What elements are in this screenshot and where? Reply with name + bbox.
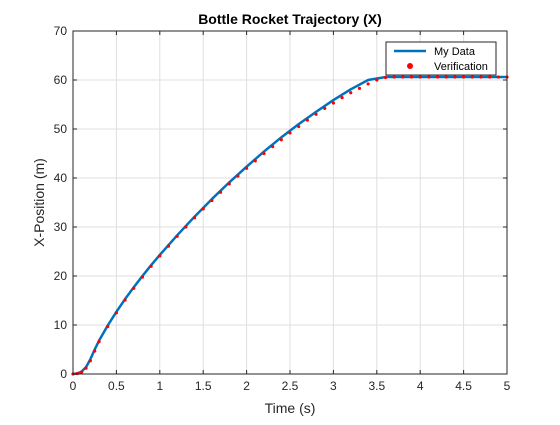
y-axis-label: X-Position (m) (31, 158, 47, 247)
x-tick-label: 0 (70, 379, 77, 393)
x-tick-label: 0.5 (108, 379, 125, 393)
series-point-1 (297, 124, 301, 129)
series-point-1 (132, 286, 136, 290)
series-point-1 (305, 118, 309, 122)
series-point-1 (349, 91, 353, 95)
series-point-1 (383, 75, 388, 80)
y-tick-label: 70 (54, 24, 68, 38)
legend: My Data Verification (385, 41, 497, 76)
legend-swatch-marker (407, 63, 413, 69)
series-point-1 (201, 207, 205, 211)
x-tick-label: 5 (504, 379, 511, 393)
series-point-1 (444, 75, 448, 79)
legend-entry-label: Verification (434, 61, 488, 73)
series-point-1 (84, 366, 88, 370)
series-point-1 (331, 101, 335, 105)
series-point-1 (470, 75, 474, 79)
series-point-1 (288, 131, 292, 135)
x-axis-label: Time (s) (265, 400, 316, 416)
series-point-1 (496, 75, 500, 79)
series-point-1 (453, 75, 457, 79)
series-point-1 (401, 75, 405, 79)
y-tick-label: 50 (54, 122, 68, 136)
series-point-1 (479, 75, 483, 79)
series-layer (71, 75, 509, 376)
series-point-1 (184, 225, 188, 229)
series-point-1 (409, 75, 414, 79)
series-point-1 (123, 298, 127, 302)
series-point-1 (210, 198, 214, 203)
series-point-1 (323, 106, 327, 111)
series-point-1 (488, 75, 492, 79)
series-point-1 (366, 82, 370, 86)
series-point-1 (218, 190, 223, 194)
y-tick-label: 40 (54, 171, 68, 185)
x-tick-label: 1 (156, 379, 163, 393)
series-point-1 (427, 75, 431, 79)
series-point-1 (392, 75, 396, 79)
y-tick-label: 20 (54, 269, 68, 283)
series-point-1 (462, 75, 466, 79)
y-tick-label: 60 (54, 73, 68, 87)
series-point-1 (435, 75, 440, 79)
series-point-1 (418, 75, 422, 79)
series-point-1 (106, 324, 110, 329)
x-tick-label: 3 (330, 379, 337, 393)
series-point-1 (314, 112, 318, 116)
series-point-1 (149, 264, 153, 268)
series-point-1 (175, 234, 179, 238)
series-point-1 (166, 244, 171, 248)
series-point-1 (253, 159, 257, 163)
series-point-1 (271, 145, 275, 149)
series-point-1 (80, 370, 84, 374)
series-point-1 (97, 340, 101, 344)
series-point-1 (158, 254, 162, 258)
x-tick-label: 4 (417, 379, 424, 393)
series-point-1 (140, 275, 145, 279)
series-point-1 (357, 86, 362, 90)
series-point-1 (375, 78, 379, 82)
series-point-1 (114, 311, 118, 315)
legend-entry-label: My Data (434, 46, 476, 58)
chart-title: Bottle Rocket Trajectory (X) (198, 11, 382, 27)
series-point-1 (93, 349, 97, 353)
series-point-1 (236, 174, 240, 178)
y-tick-label: 10 (54, 318, 68, 332)
x-tick-label: 2 (243, 379, 250, 393)
x-tick-label: 4.5 (455, 379, 472, 393)
series-point-1 (227, 182, 231, 186)
x-tick-label: 3.5 (368, 379, 385, 393)
series-point-1 (88, 359, 92, 363)
series-point-1 (192, 216, 197, 220)
series-point-1 (279, 138, 283, 142)
y-tick-label: 30 (54, 220, 68, 234)
series-point-1 (340, 96, 344, 100)
y-tick-label: 0 (60, 367, 67, 381)
series-point-1 (245, 166, 249, 170)
legend-box (385, 41, 497, 76)
x-tick-label: 2.5 (282, 379, 299, 393)
x-tick-label: 1.5 (195, 379, 212, 393)
series-point-1 (262, 151, 266, 156)
